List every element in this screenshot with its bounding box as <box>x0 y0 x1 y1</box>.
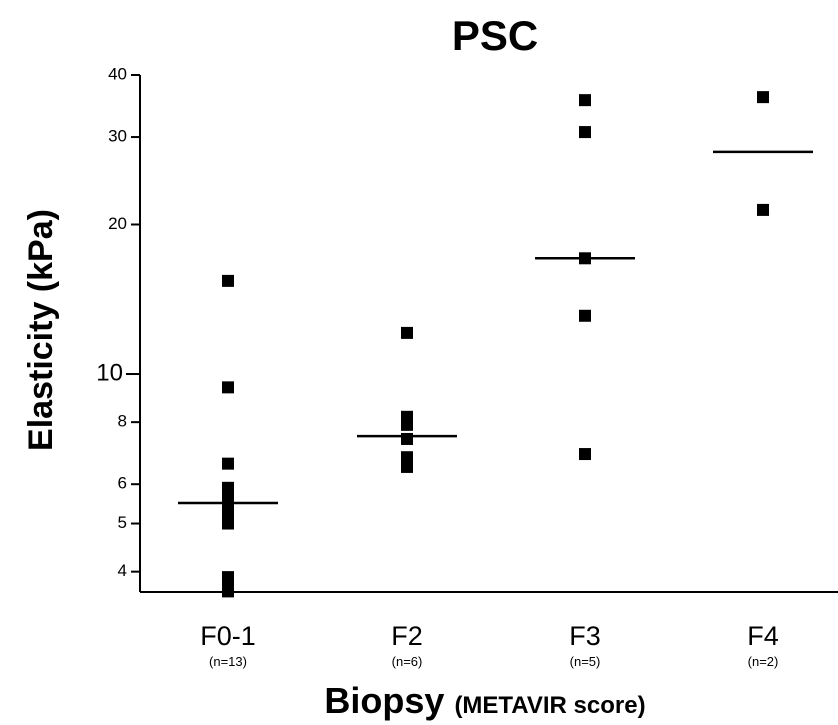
x-tick-note: (n=6) <box>392 654 423 669</box>
x-tick-note: (n=13) <box>209 654 247 669</box>
y-tick-label: 40 <box>108 64 127 83</box>
data-point <box>579 126 591 139</box>
y-tick-label: 30 <box>108 127 127 146</box>
y-tick-label: 6 <box>118 474 127 493</box>
data-point <box>222 457 234 470</box>
data-point <box>222 517 234 530</box>
x-axis-note: (METAVIR score) <box>454 692 645 719</box>
x-tick-note: (n=5) <box>570 654 601 669</box>
chart-title: PSC <box>452 12 538 59</box>
data-point <box>401 432 413 445</box>
data-point <box>401 451 413 464</box>
data-point <box>757 203 769 216</box>
x-axis-title: Biopsy <box>324 680 444 721</box>
data-point <box>579 448 591 461</box>
data-point <box>222 504 234 517</box>
data-point <box>222 274 234 287</box>
data-point <box>401 460 413 473</box>
y-tick-label: 8 <box>118 412 127 431</box>
y-tick-label: 10 <box>96 359 123 386</box>
x-tick-label: F3 <box>569 621 601 651</box>
x-tick-label: F4 <box>747 621 779 651</box>
data-point <box>401 326 413 339</box>
x-tick-label: F2 <box>391 621 423 651</box>
x-tick-label: F0-1 <box>200 621 256 651</box>
y-tick-label: 20 <box>108 214 127 233</box>
data-point <box>579 94 591 107</box>
data-point <box>222 585 234 598</box>
x-tick-note: (n=2) <box>748 654 779 669</box>
data-point <box>401 418 413 431</box>
data-point <box>222 381 234 394</box>
data-point <box>579 309 591 322</box>
y-tick-label: 5 <box>118 513 127 532</box>
x-axis-label: Biopsy (METAVIR score) <box>324 680 645 721</box>
data-point <box>757 91 769 104</box>
y-axis-label: Elasticity (kPa) <box>22 209 60 451</box>
y-tick-label: 4 <box>118 561 127 580</box>
